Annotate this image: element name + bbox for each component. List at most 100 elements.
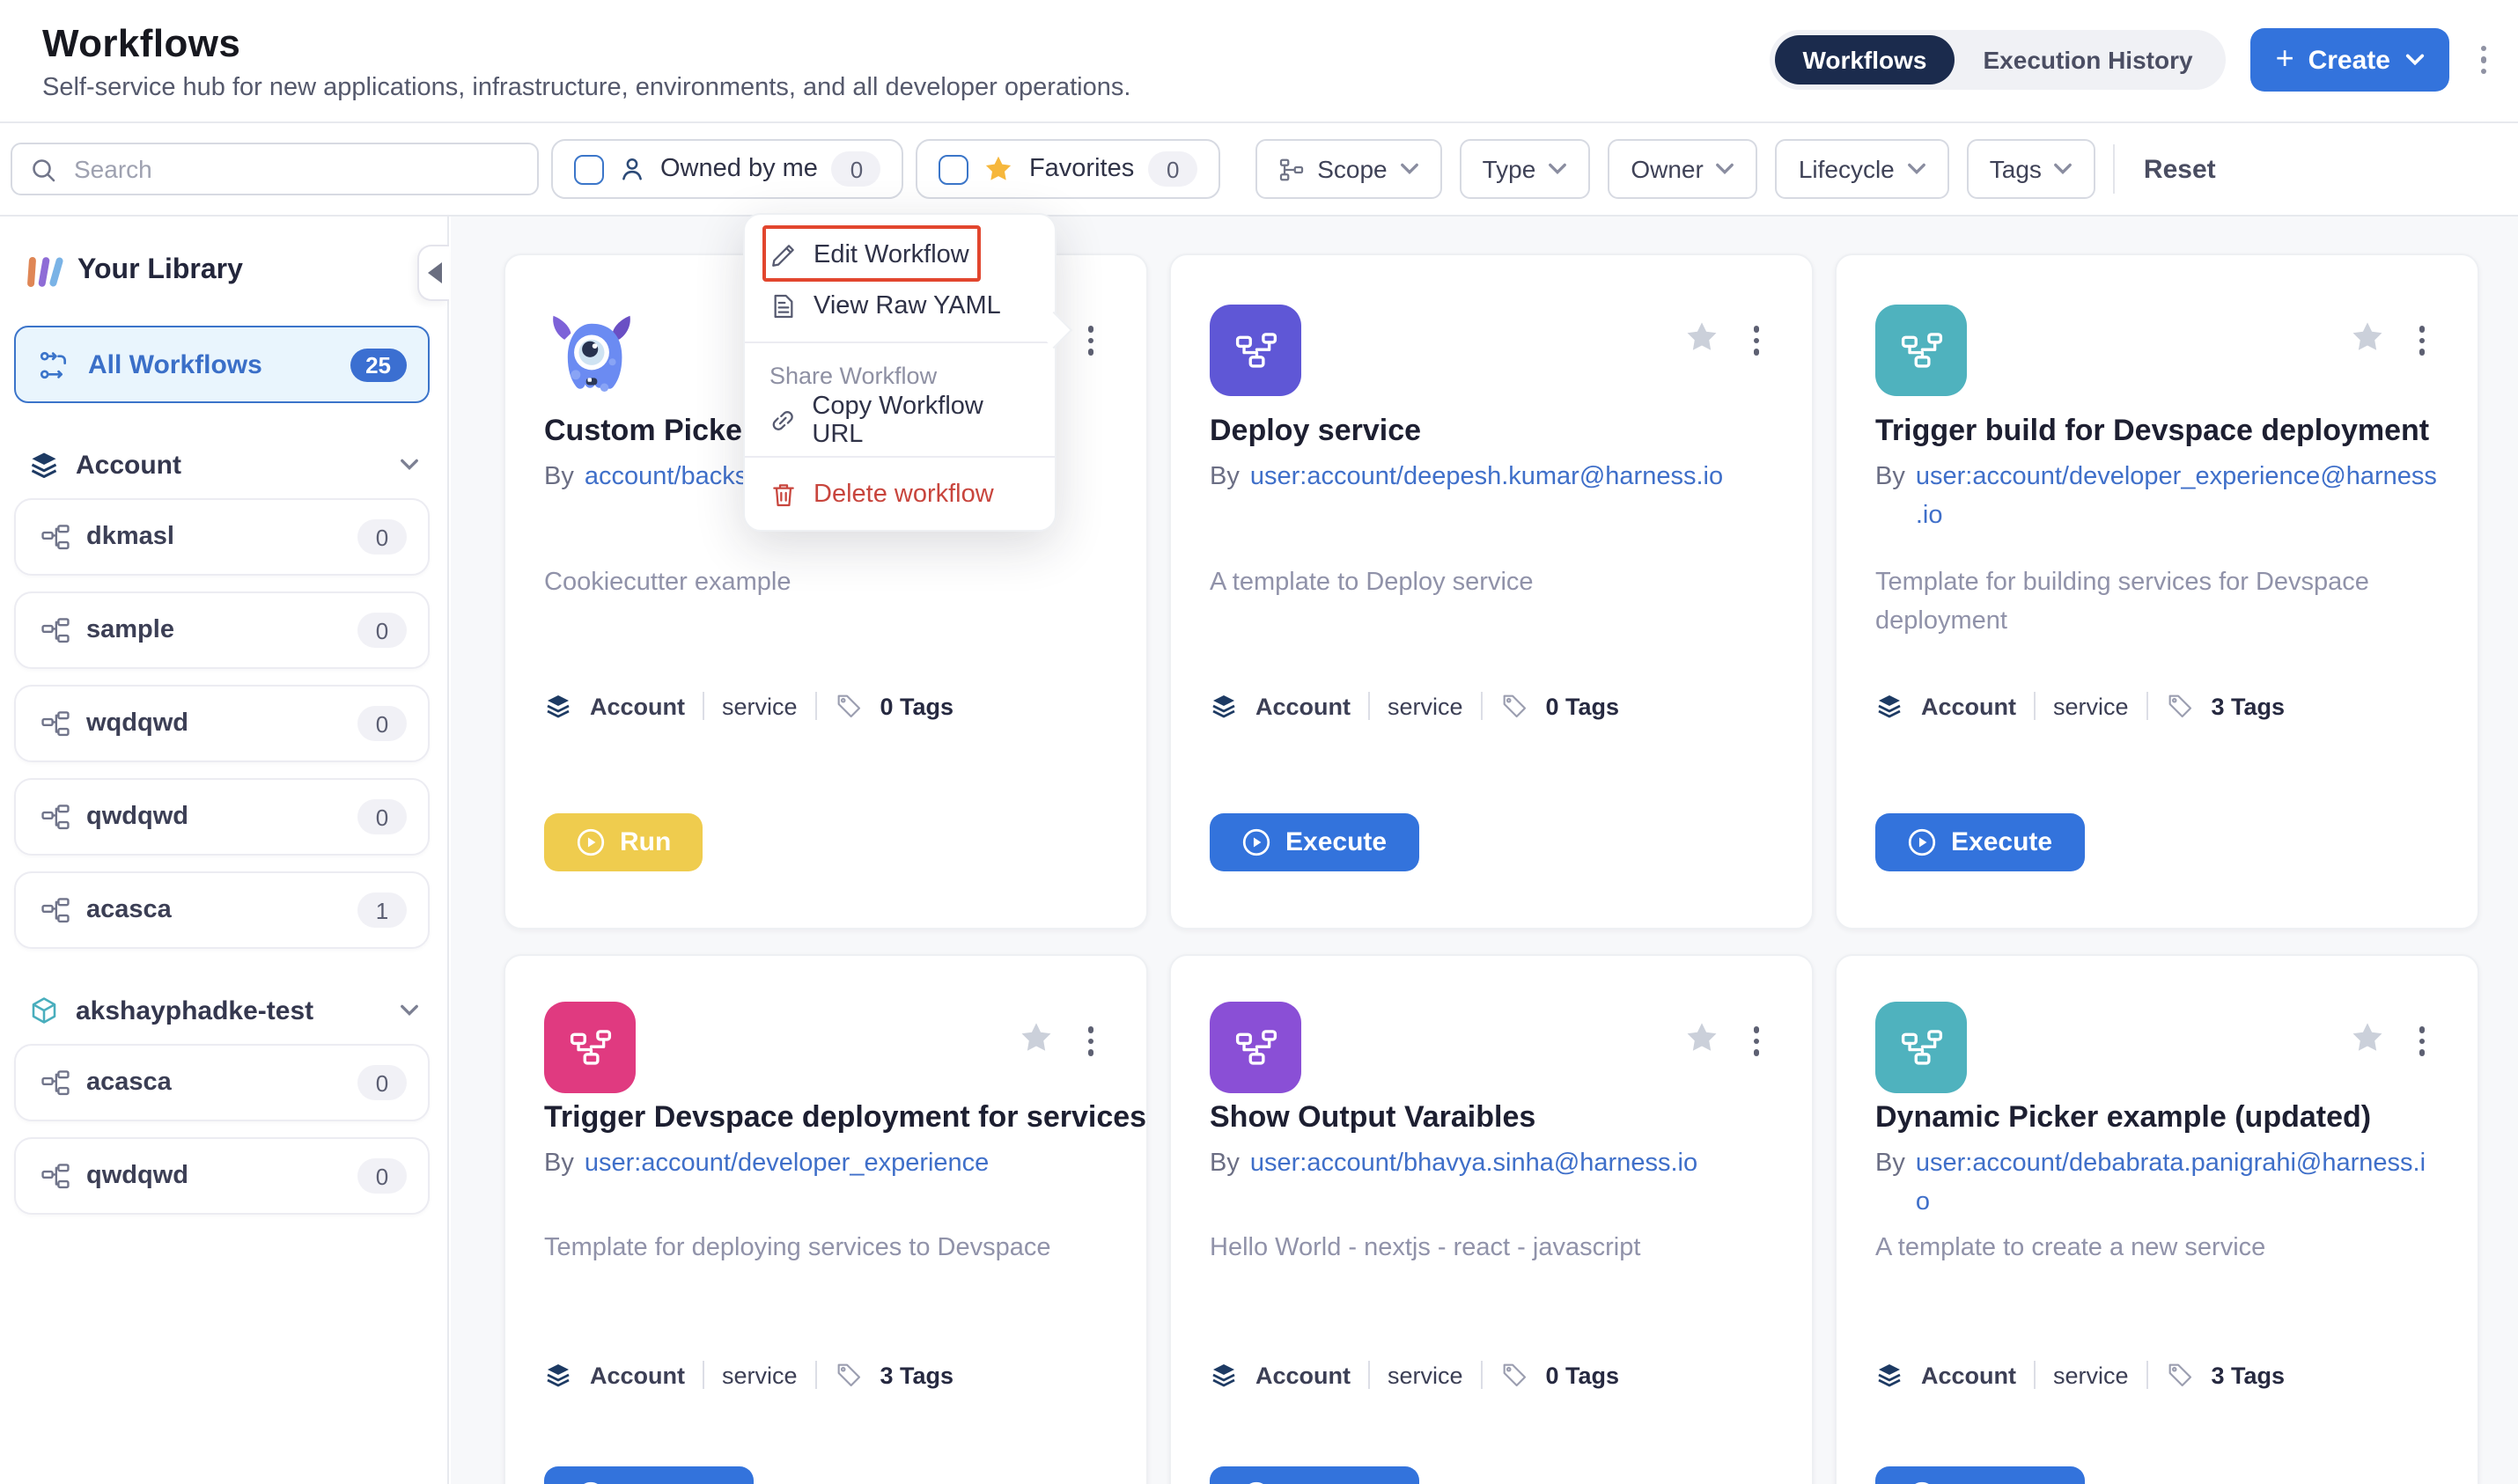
layers-icon bbox=[31, 452, 57, 478]
item-count-badge: 0 bbox=[357, 1065, 407, 1100]
section-label: akshayphadke-test bbox=[76, 995, 314, 1025]
card-overflow-menu-icon[interactable] bbox=[1080, 319, 1101, 362]
play-icon bbox=[1915, 1481, 1929, 1484]
menu-divider bbox=[745, 342, 1055, 343]
workflow-card[interactable]: Show Output Varaibles By user:account/bhav… bbox=[1169, 954, 1814, 1484]
owned-by-me-filter[interactable]: Owned by me 0 bbox=[551, 139, 904, 199]
monster-icon bbox=[541, 305, 643, 407]
search-input[interactable] bbox=[70, 153, 519, 185]
menu-item-delete-workflow[interactable]: Delete workflow bbox=[745, 468, 1055, 519]
workflow-tile-icon bbox=[1875, 1002, 1967, 1093]
favorite-star-icon[interactable] bbox=[1018, 1019, 1055, 1056]
all-workflows-count-badge: 25 bbox=[350, 348, 407, 381]
star-icon bbox=[1687, 1023, 1717, 1051]
section-label: Account bbox=[76, 450, 181, 480]
sidebar-item-qwdqwd[interactable]: qwdqwd 0 bbox=[14, 1137, 430, 1215]
star-icon bbox=[2352, 322, 2382, 350]
menu-item-copy-workflow-url[interactable]: Copy Workflow URL bbox=[745, 392, 1055, 448]
favorites-checkbox[interactable] bbox=[939, 154, 969, 184]
copy-workflow-url-label: Copy Workflow URL bbox=[812, 392, 983, 448]
tags-count-label: 3 Tags bbox=[2211, 1362, 2286, 1388]
owner-link[interactable]: user:account/developer_experience bbox=[584, 1150, 990, 1178]
filter-dropdown-scope[interactable]: Scope bbox=[1255, 139, 1442, 199]
favorite-star-icon[interactable] bbox=[2349, 1019, 2386, 1056]
owner-link[interactable]: user:account/bhavya.sinha@harness.io bbox=[1249, 1150, 1698, 1178]
play-icon bbox=[577, 828, 605, 856]
view-toggle: Workflows Execution History bbox=[1769, 30, 2227, 90]
owned-by-me-checkbox[interactable] bbox=[574, 154, 604, 184]
card-overflow-menu-icon[interactable] bbox=[2411, 319, 2432, 362]
owner-link[interactable]: user:account/debabrata.panigrahi@harness… bbox=[1915, 1150, 2426, 1216]
sidebar-item-sample[interactable]: sample 0 bbox=[14, 591, 430, 669]
workflow-item-icon bbox=[41, 1069, 70, 1095]
item-label: qwdqwd bbox=[86, 1162, 188, 1190]
card-overflow-menu-icon[interactable] bbox=[2411, 1019, 2432, 1062]
filter-dropdown-owner[interactable]: Owner bbox=[1608, 139, 1758, 199]
sidebar-item-dkmasl[interactable]: dkmasl 0 bbox=[14, 498, 430, 576]
search-box bbox=[11, 143, 539, 195]
workflow-meta: Account service 0 Tags bbox=[1210, 1361, 1787, 1389]
execute-button[interactable]: Execute bbox=[1210, 813, 1419, 871]
type-label: service bbox=[722, 693, 798, 719]
menu-item-edit-workflow[interactable]: Edit Workflow bbox=[745, 229, 1055, 280]
favorites-filter[interactable]: Favorites 0 bbox=[916, 139, 1221, 199]
chevron-down-icon bbox=[1716, 163, 1734, 175]
filter-dropdown-type[interactable]: Type bbox=[1459, 139, 1591, 199]
card-overflow-menu-icon[interactable] bbox=[1746, 319, 1766, 362]
workflow-card[interactable]: Trigger build for Devspace deployment By u… bbox=[1835, 253, 2479, 929]
sidebar-section-akshayphadke-test[interactable]: akshayphadke-test bbox=[28, 995, 419, 1026]
reset-filters-button[interactable]: Reset bbox=[2143, 154, 2216, 184]
section-chevron bbox=[400, 1003, 419, 1017]
sidebar-item-acasca[interactable]: acasca 0 bbox=[14, 1044, 430, 1121]
workflow-card-grid: Custom Picker By account/backstage Cookiecu… bbox=[504, 253, 2479, 1484]
workflow-meta: Account service 3 Tags bbox=[544, 1361, 1122, 1389]
filter-dropdown-lifecycle[interactable]: Lifecycle bbox=[1775, 139, 1949, 199]
create-button[interactable]: + Create bbox=[2250, 28, 2448, 92]
tag-icon bbox=[1503, 694, 1526, 718]
sidebar-item-all-workflows[interactable]: All Workflows 25 bbox=[14, 326, 430, 403]
favorite-star-icon[interactable] bbox=[2349, 319, 2386, 356]
tab-workflows[interactable]: Workflows bbox=[1774, 35, 1955, 84]
owner-link[interactable]: user:account/deepesh.kumar@harness.io bbox=[1249, 463, 1724, 491]
owner-link[interactable]: user:account/developer_experience@harnes… bbox=[1915, 463, 2437, 530]
menu-item-view-raw-yaml[interactable]: View Raw YAML bbox=[745, 280, 1055, 331]
item-count-badge: 0 bbox=[357, 799, 407, 834]
favorite-star-icon[interactable] bbox=[1683, 319, 1720, 356]
card-overflow-menu-icon[interactable] bbox=[1080, 1019, 1101, 1062]
scope-label: Account bbox=[1255, 693, 1351, 719]
execute-button[interactable]: Execute bbox=[1210, 1466, 1419, 1484]
by-label: By bbox=[544, 1150, 574, 1178]
workflow-card[interactable]: Dynamic Picker example (updated) By user:a… bbox=[1835, 954, 2479, 1484]
layers-icon bbox=[1878, 1364, 1901, 1387]
tab-execution-history[interactable]: Execution History bbox=[1983, 46, 2193, 74]
workflow-card[interactable]: Deploy service By user:account/deepesh.kum… bbox=[1169, 253, 1814, 929]
workflow-card[interactable]: Trigger Devspace deployment for services… bbox=[504, 954, 1148, 1484]
workflow-title: Show Output Varaibles bbox=[1210, 1100, 1536, 1134]
filter-dropdown-tags[interactable]: Tags bbox=[1966, 139, 2096, 199]
sidebar-item-acasca[interactable]: acasca 1 bbox=[14, 871, 430, 949]
execute-button[interactable]: Execute bbox=[1875, 813, 2085, 871]
dropdown-label: Owner bbox=[1631, 155, 1704, 183]
card-overflow-menu-icon[interactable] bbox=[1746, 1019, 1766, 1062]
run-button[interactable]: Run bbox=[544, 813, 703, 871]
library-icon bbox=[26, 255, 64, 288]
star-icon bbox=[1021, 1023, 1051, 1051]
layers-icon bbox=[1212, 1364, 1235, 1387]
layers-icon bbox=[547, 1364, 570, 1387]
item-count-badge: 0 bbox=[357, 706, 407, 741]
item-label: qwdqwd bbox=[86, 803, 188, 831]
library-sidebar: Your Library All Workflows 25 Account dkm… bbox=[0, 217, 449, 1484]
collapse-arrow-icon bbox=[427, 262, 441, 283]
filterbar-divider bbox=[0, 215, 2518, 217]
page-overflow-menu-icon[interactable] bbox=[2473, 39, 2493, 82]
execute-button[interactable]: Execute bbox=[544, 1466, 754, 1484]
dropdown-label: Type bbox=[1482, 155, 1536, 183]
sidebar-item-wqdqwd[interactable]: wqdqwd 0 bbox=[14, 685, 430, 762]
sidebar-section-Account[interactable]: Account bbox=[28, 449, 419, 481]
sidebar-item-qwdqwd[interactable]: qwdqwd 0 bbox=[14, 778, 430, 856]
chevron-down-icon bbox=[1400, 163, 1418, 175]
execute-button[interactable]: Execute bbox=[1875, 1466, 2085, 1484]
favorite-star-icon[interactable] bbox=[1683, 1019, 1720, 1056]
workflow-description: Template for building services for Devsp… bbox=[1875, 569, 2369, 635]
sidebar-collapse-button[interactable] bbox=[417, 245, 449, 301]
